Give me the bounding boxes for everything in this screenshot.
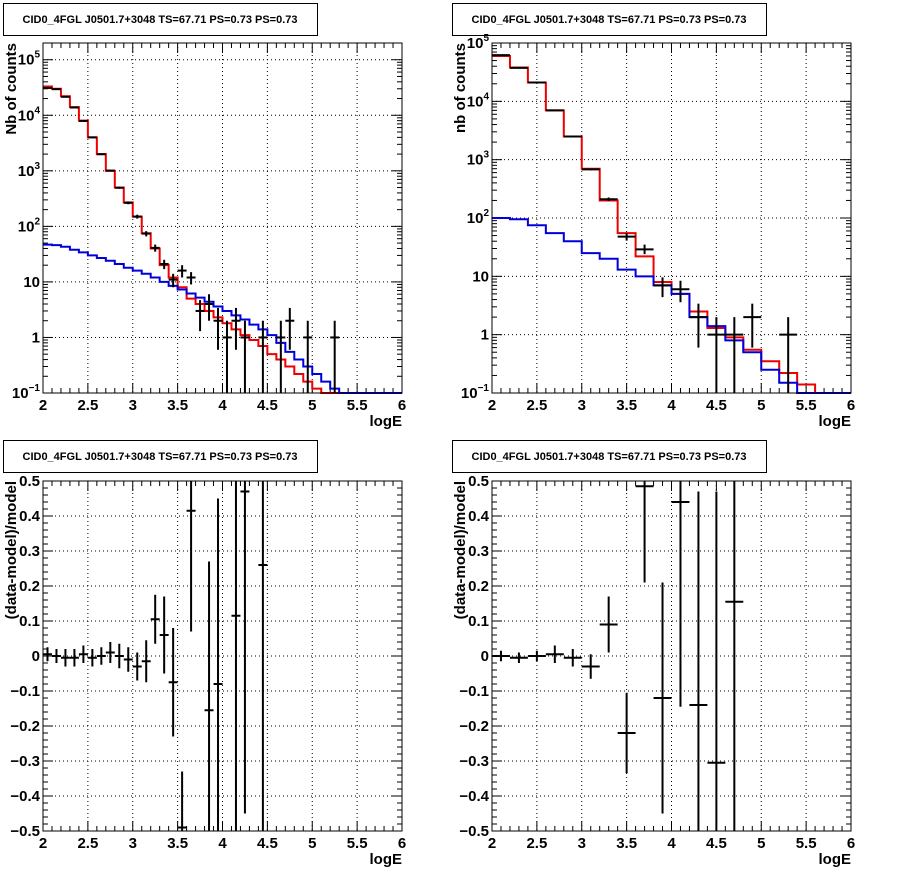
x-tick-label: 6	[398, 397, 406, 414]
y-tick-label: 0.1	[19, 613, 40, 630]
x-tick-label: 5.5	[796, 835, 817, 852]
y-axis-label: nb of counts	[452, 43, 469, 133]
y-tick-label: −0.4	[10, 788, 40, 805]
x-tick-label: 6	[847, 397, 855, 414]
x-tick-label: 4.5	[257, 835, 278, 852]
x-tick-label: 4.5	[706, 397, 727, 414]
title-text: CID0_4FGL J0501.7+3048 TS=67.71 PS=0.73 …	[472, 451, 747, 463]
x-tick-label: 5	[308, 397, 316, 414]
x-tick-label: 2.5	[77, 397, 98, 414]
y-tick-label: 10	[472, 268, 489, 285]
title-text: CID0_4FGL J0501.7+3048 TS=67.71 PS=0.73 …	[472, 14, 747, 26]
x-tick-label: 3	[129, 835, 137, 852]
x-tick-label: 2.5	[526, 397, 547, 414]
x-tick-label: 3.5	[616, 397, 637, 414]
x-axis-label: logE	[819, 851, 852, 868]
x-tick-label: 5.5	[347, 835, 368, 852]
x-axis-label: logE	[370, 851, 403, 868]
y-tick-label: −0.5	[10, 823, 40, 840]
y-tick-label: −0.2	[10, 718, 40, 735]
x-tick-label: 6	[847, 835, 855, 852]
y-tick-label: 0.3	[19, 543, 40, 560]
x-tick-label: 3.5	[616, 835, 637, 852]
x-axis-label: logE	[370, 413, 403, 430]
panel-title: CID0_4FGL J0501.7+3048 TS=67.71 PS=0.73 …	[453, 4, 767, 36]
y-tick-label: 0.4	[468, 508, 490, 525]
x-tick-label: 3	[578, 397, 586, 414]
y-tick-label: 0	[481, 648, 489, 665]
x-tick-label: 5	[757, 397, 765, 414]
panel-title: CID0_4FGL J0501.7+3048 TS=67.71 PS=0.73 …	[4, 441, 318, 473]
x-tick-label: 5	[757, 835, 765, 852]
y-tick-label: 0	[32, 648, 40, 665]
y-tick-label: 1	[32, 329, 40, 346]
y-tick-label: 0.1	[468, 613, 489, 630]
y-tick-label: −0.5	[459, 823, 489, 840]
y-tick-label: 10	[23, 274, 40, 291]
data-point	[582, 169, 600, 171]
x-tick-label: 4	[667, 835, 676, 852]
data-point	[88, 137, 97, 138]
x-tick-label: 3	[129, 397, 137, 414]
title-text: CID0_4FGL J0501.7+3048 TS=67.71 PS=0.73 …	[23, 14, 298, 26]
data-point	[70, 107, 79, 108]
x-tick-label: 3.5	[167, 397, 188, 414]
x-tick-label: 2	[488, 397, 496, 414]
data-point	[106, 170, 115, 171]
x-tick-label: 4.5	[257, 397, 278, 414]
x-tick-label: 5.5	[347, 397, 368, 414]
panel-title: CID0_4FGL J0501.7+3048 TS=67.71 PS=0.73 …	[453, 441, 767, 473]
y-tick-label: 0.2	[19, 578, 40, 595]
x-tick-label: 2.5	[77, 835, 98, 852]
x-tick-label: 2.5	[526, 835, 547, 852]
x-tick-label: 6	[398, 835, 406, 852]
x-tick-label: 5.5	[796, 397, 817, 414]
x-tick-label: 2	[39, 835, 47, 852]
x-tick-label: 4	[667, 397, 676, 414]
x-axis-label: logE	[819, 413, 852, 430]
x-tick-label: 5	[308, 835, 316, 852]
y-tick-label: 0.5	[468, 473, 489, 490]
y-tick-label: 1	[481, 327, 489, 344]
y-tick-label: 0.2	[468, 578, 489, 595]
x-tick-label: 4.5	[706, 835, 727, 852]
x-tick-label: 2	[39, 397, 47, 414]
y-tick-label: −0.2	[459, 718, 489, 735]
y-tick-label: 0.4	[19, 508, 41, 525]
y-axis-label: Nb of counts	[3, 43, 20, 135]
y-axis-label: (data-model)/model	[452, 481, 469, 619]
data-point	[79, 121, 88, 122]
data-point	[115, 187, 124, 189]
x-tick-label: 3.5	[167, 835, 188, 852]
data-point	[546, 110, 564, 111]
x-tick-label: 3	[578, 835, 586, 852]
y-tick-label: −0.3	[10, 753, 40, 770]
data-point	[97, 154, 106, 155]
y-tick-label: −0.1	[459, 683, 489, 700]
title-text: CID0_4FGL J0501.7+3048 TS=67.71 PS=0.73 …	[23, 451, 298, 463]
y-tick-label: 0.3	[468, 543, 489, 560]
data-point	[564, 136, 582, 137]
panel-title: CID0_4FGL J0501.7+3048 TS=67.71 PS=0.73 …	[4, 4, 318, 36]
x-tick-label: 4	[218, 397, 227, 414]
y-tick-label: 0.5	[19, 473, 40, 490]
y-axis-label: (data-model)/model	[3, 481, 20, 619]
data-point	[124, 202, 133, 205]
x-tick-label: 4	[218, 835, 227, 852]
y-tick-label: −0.1	[10, 683, 40, 700]
y-tick-label: −0.3	[459, 753, 489, 770]
x-tick-label: 2	[488, 835, 496, 852]
y-tick-label: −0.4	[459, 788, 489, 805]
